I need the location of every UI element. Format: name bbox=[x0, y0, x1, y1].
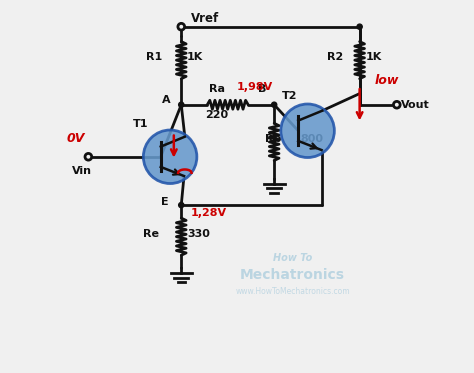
Text: Re: Re bbox=[143, 229, 159, 239]
Circle shape bbox=[393, 101, 400, 108]
Circle shape bbox=[143, 130, 197, 184]
Text: 1K: 1K bbox=[187, 52, 203, 62]
Circle shape bbox=[281, 104, 334, 157]
Circle shape bbox=[357, 24, 362, 29]
Text: 1K: 1K bbox=[365, 52, 382, 62]
Text: B: B bbox=[258, 84, 267, 94]
Text: www.HowToMechatronics.com: www.HowToMechatronics.com bbox=[236, 287, 350, 296]
Text: 330: 330 bbox=[187, 229, 210, 239]
Text: 0V: 0V bbox=[66, 132, 84, 145]
Text: Vref: Vref bbox=[191, 12, 219, 25]
Text: 1,98V: 1,98V bbox=[237, 82, 273, 92]
Circle shape bbox=[85, 153, 91, 160]
Text: 1,28V: 1,28V bbox=[191, 208, 227, 218]
Text: E: E bbox=[161, 197, 168, 207]
Text: low: low bbox=[374, 74, 399, 87]
Text: T1: T1 bbox=[133, 119, 148, 129]
Text: R2: R2 bbox=[327, 52, 343, 62]
Circle shape bbox=[179, 203, 184, 208]
Text: 800: 800 bbox=[300, 134, 323, 144]
Text: Ra: Ra bbox=[209, 84, 225, 94]
Text: Vout: Vout bbox=[401, 100, 429, 110]
Circle shape bbox=[179, 102, 184, 107]
Text: Mechatronics: Mechatronics bbox=[240, 269, 345, 282]
Circle shape bbox=[178, 23, 184, 30]
Text: Rb: Rb bbox=[265, 134, 282, 144]
Text: 220: 220 bbox=[205, 110, 228, 120]
Text: How To: How To bbox=[273, 253, 312, 263]
Circle shape bbox=[272, 102, 277, 107]
Text: T2: T2 bbox=[282, 91, 297, 101]
Text: A: A bbox=[162, 95, 170, 105]
Text: Vin: Vin bbox=[72, 166, 91, 176]
Text: R1: R1 bbox=[146, 52, 163, 62]
